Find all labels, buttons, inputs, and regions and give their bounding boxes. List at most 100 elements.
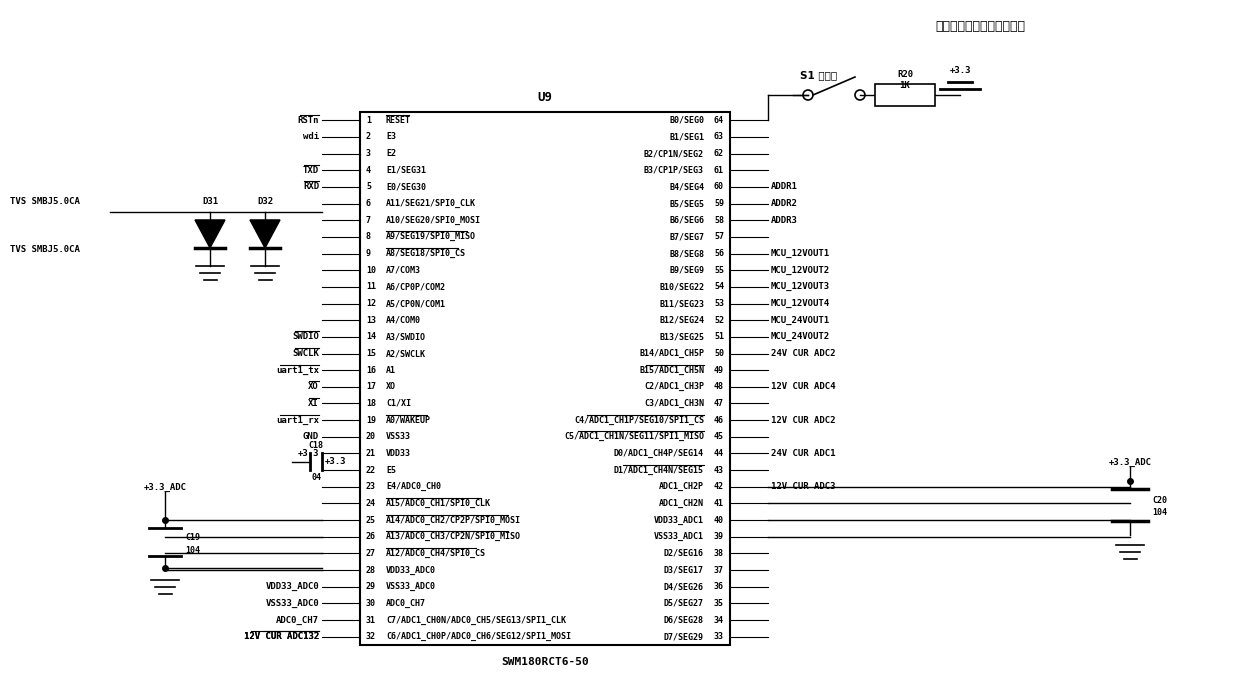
Text: A13/ADC0_CH3/CP2N/SPI0_MISO: A13/ADC0_CH3/CP2N/SPI0_MISO [386,532,521,541]
Text: ADC0_CH7: ADC0_CH7 [386,599,427,608]
Text: XI: XI [309,399,319,408]
Text: D1/ADC1_CH4N/SEG15: D1/ADC1_CH4N/SEG15 [614,466,704,475]
Text: B11/SEG23: B11/SEG23 [658,299,704,308]
Text: B2/CP1N/SEG2: B2/CP1N/SEG2 [644,149,704,158]
Text: B13/SEG25: B13/SEG25 [658,332,704,341]
Text: C19: C19 [185,532,200,542]
Text: A7/COM3: A7/COM3 [386,266,422,275]
Text: 2: 2 [366,132,371,142]
Text: B6/SEG6: B6/SEG6 [670,216,704,225]
Text: 58: 58 [714,216,724,225]
Text: 104: 104 [185,545,200,555]
Text: C6/ADC1_CH0P/ADC0_CH6/SEG12/SPI1_MOSI: C6/ADC1_CH0P/ADC0_CH6/SEG12/SPI1_MOSI [386,632,570,641]
Text: 5: 5 [366,182,371,191]
Text: A15/ADC0_CH1/SPI0_CLK: A15/ADC0_CH1/SPI0_CLK [386,499,491,508]
Text: D3/SEG17: D3/SEG17 [663,566,704,575]
Text: 8: 8 [366,232,371,241]
Text: SWM180RCT6-50: SWM180RCT6-50 [501,657,589,667]
Text: 15: 15 [366,349,376,358]
Text: TXD: TXD [303,166,319,175]
Text: A8/SEG18/SPI0_CS: A8/SEG18/SPI0_CS [386,249,466,258]
Text: 41: 41 [714,499,724,508]
Text: C5/ADC1_CH1N/SEG11/SPI1_MISO: C5/ADC1_CH1N/SEG11/SPI1_MISO [564,432,704,441]
Text: 53: 53 [714,299,724,308]
Text: D31: D31 [202,197,218,206]
Text: +3.3_ADC: +3.3_ADC [1109,458,1152,466]
Text: XO: XO [309,382,319,391]
Text: 37: 37 [714,566,724,575]
Text: SWCLK: SWCLK [293,349,319,358]
Text: B3/CP1P/SEG3: B3/CP1P/SEG3 [644,166,704,175]
Text: 47: 47 [714,399,724,408]
Text: 12V CUR ADC3: 12V CUR ADC3 [771,482,836,491]
Bar [360,112,730,645]
Text: MCU_12VOUT1: MCU_12VOUT1 [771,249,830,258]
Text: E5: E5 [386,466,396,475]
Text: E1/SEG31: E1/SEG31 [386,166,427,175]
Text: VDD33_ADC1: VDD33_ADC1 [653,516,704,525]
Text: SWDIO: SWDIO [293,332,319,341]
Text: MCU_24VOUT1: MCU_24VOUT1 [771,316,830,325]
Text: 29: 29 [366,582,376,591]
Text: B4/SEG4: B4/SEG4 [670,182,704,191]
Text: 39: 39 [714,532,724,541]
Text: 28: 28 [366,566,376,575]
Text: R20: R20 [897,70,913,79]
Text: RESET: RESET [386,116,410,125]
Text: 56: 56 [714,249,724,258]
Text: A0/WAKEUP: A0/WAKEUP [386,416,432,425]
Text: 45: 45 [714,432,724,441]
Text: 20: 20 [366,432,376,441]
Text: 7: 7 [366,216,371,225]
Text: B8/SEG8: B8/SEG8 [670,249,704,258]
Text: S1 升级键: S1 升级键 [800,70,837,80]
Text: D5/SEG27: D5/SEG27 [663,599,704,608]
Text: 57: 57 [714,232,724,241]
Text: D0/ADC1_CH4P/SEG14: D0/ADC1_CH4P/SEG14 [614,449,704,458]
Text: 9: 9 [366,249,371,258]
Text: 10: 10 [366,266,376,275]
Text: 40: 40 [714,516,724,525]
Text: 63: 63 [714,132,724,142]
Text: C3/ADC1_CH3N: C3/ADC1_CH3N [644,399,704,408]
Text: VSS33_ADC1: VSS33_ADC1 [653,532,704,541]
Text: B14/ADC1_CH5P: B14/ADC1_CH5P [639,349,704,358]
Text: wdi: wdi [303,132,319,142]
Polygon shape [250,220,280,248]
Text: MCU_24VOUT2: MCU_24VOUT2 [771,332,830,341]
Text: TVS SMBJ5.0CA: TVS SMBJ5.0CA [10,197,79,206]
Text: 62: 62 [714,149,724,158]
Text: 64: 64 [714,116,724,125]
Text: uart1_rx: uart1_rx [277,416,319,425]
Text: +3.3: +3.3 [950,66,971,75]
Text: 54: 54 [714,282,724,291]
Text: A14/ADC0_CH2/CP2P/SPI0_MOSI: A14/ADC0_CH2/CP2P/SPI0_MOSI [386,516,521,525]
Text: ADDR2: ADDR2 [771,199,797,208]
Text: 16: 16 [366,366,376,375]
Text: B9/SEG9: B9/SEG9 [670,266,704,275]
Text: A1: A1 [386,366,396,375]
Text: 46: 46 [714,416,724,425]
Text: ADDR1: ADDR1 [771,182,797,191]
Text: 32: 32 [366,632,376,641]
Text: 11: 11 [366,282,376,291]
Text: B7/SEG7: B7/SEG7 [670,232,704,241]
Text: C4/ADC1_CH1P/SEG10/SPI1_CS: C4/ADC1_CH1P/SEG10/SPI1_CS [574,416,704,425]
Text: 33: 33 [714,632,724,641]
Text: 31: 31 [366,616,376,625]
Text: 34: 34 [714,616,724,625]
Text: E2: E2 [386,149,396,158]
Text: 30: 30 [366,599,376,608]
Text: 12: 12 [366,299,376,308]
Text: ADDR3: ADDR3 [771,216,797,225]
Text: A4/COM0: A4/COM0 [386,316,422,325]
Text: E4/ADC0_CH0: E4/ADC0_CH0 [386,482,441,491]
Text: 38: 38 [714,549,724,558]
Text: D32: D32 [257,197,273,206]
Text: 3: 3 [366,149,371,158]
Text: VDD33: VDD33 [386,449,410,458]
Text: 12V CUR ADC132: 12V CUR ADC132 [244,632,319,641]
Text: 1: 1 [366,116,371,125]
Text: E0/SEG30: E0/SEG30 [386,182,427,191]
Text: A3/SWDIO: A3/SWDIO [386,332,427,341]
